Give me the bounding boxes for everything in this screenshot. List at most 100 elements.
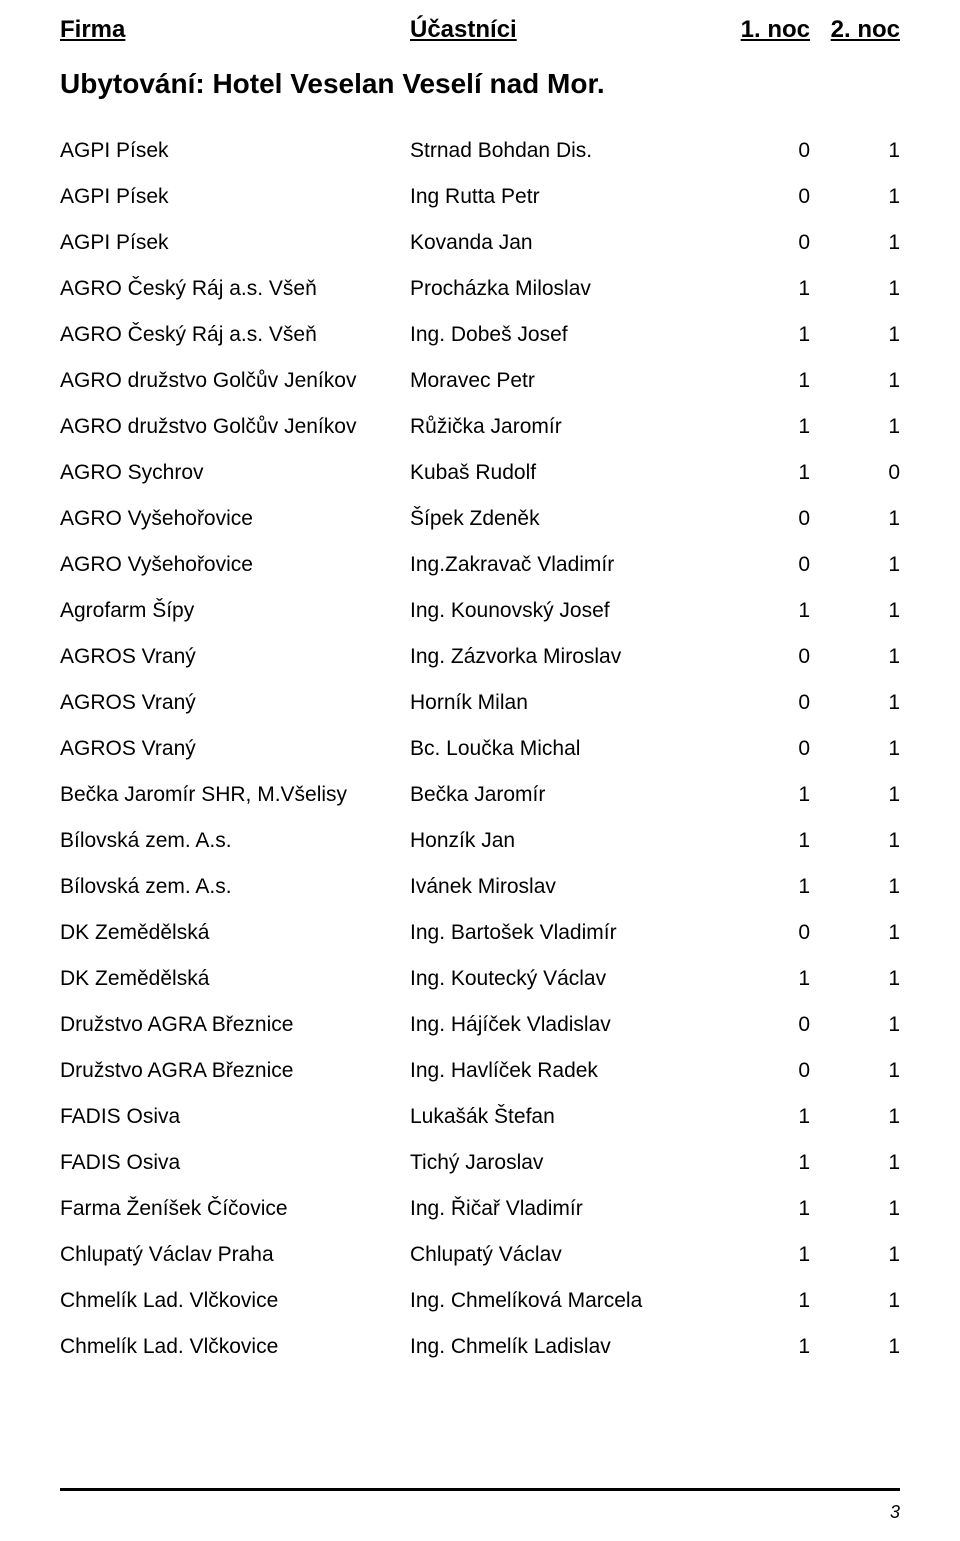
cell-noc1: 1 <box>720 461 810 485</box>
table-row: AGPI PísekStrnad Bohdan Dis.01 <box>60 128 900 174</box>
cell-noc1: 1 <box>720 967 810 991</box>
cell-noc1: 1 <box>720 829 810 853</box>
cell-firma: AGRO Sychrov <box>60 461 410 485</box>
cell-noc2: 1 <box>810 1335 900 1359</box>
cell-ucastnik: Tichý Jaroslav <box>410 1151 720 1175</box>
table-row: AGRO Český Ráj a.s. VšeňProcházka Milosl… <box>60 266 900 312</box>
table-row: AGRO VyšehořoviceŠípek Zdeněk01 <box>60 496 900 542</box>
cell-firma: AGROS Vraný <box>60 737 410 761</box>
cell-noc1: 1 <box>720 875 810 899</box>
cell-noc2: 0 <box>810 461 900 485</box>
cell-firma: Chmelík Lad. Vlčkovice <box>60 1289 410 1313</box>
cell-noc2: 1 <box>810 323 900 347</box>
table-row: AGRO SychrovKubaš Rudolf10 <box>60 450 900 496</box>
cell-noc2: 1 <box>810 829 900 853</box>
cell-noc2: 1 <box>810 507 900 531</box>
cell-ucastnik: Bečka Jaromír <box>410 783 720 807</box>
cell-noc2: 1 <box>810 139 900 163</box>
cell-firma: AGRO družstvo Golčův Jeníkov <box>60 415 410 439</box>
cell-noc1: 0 <box>720 185 810 209</box>
cell-noc2: 1 <box>810 1151 900 1175</box>
cell-ucastnik: Ing. Chmelík Ladislav <box>410 1335 720 1359</box>
cell-noc2: 1 <box>810 875 900 899</box>
table-row: Agrofarm ŠípyIng. Kounovský Josef11 <box>60 588 900 634</box>
cell-noc2: 1 <box>810 967 900 991</box>
cell-ucastnik: Lukašák Štefan <box>410 1105 720 1129</box>
cell-firma: Bílovská zem. A.s. <box>60 829 410 853</box>
cell-firma: AGRO družstvo Golčův Jeníkov <box>60 369 410 393</box>
cell-firma: DK Zemědělská <box>60 921 410 945</box>
cell-ucastnik: Strnad Bohdan Dis. <box>410 139 720 163</box>
cell-firma: Družstvo AGRA Březnice <box>60 1013 410 1037</box>
cell-firma: AGPI Písek <box>60 139 410 163</box>
cell-ucastnik: Kubaš Rudolf <box>410 461 720 485</box>
cell-ucastnik: Kovanda Jan <box>410 231 720 255</box>
cell-firma: Chlupatý Václav Praha <box>60 1243 410 1267</box>
cell-firma: AGROS Vraný <box>60 691 410 715</box>
table-row: DK ZemědělskáIng. Koutecký Václav11 <box>60 956 900 1002</box>
cell-noc1: 1 <box>720 323 810 347</box>
cell-ucastnik: Ing. Zázvorka Miroslav <box>410 645 720 669</box>
cell-firma: Chmelík Lad. Vlčkovice <box>60 1335 410 1359</box>
cell-firma: Bečka Jaromír SHR, M.Všelisy <box>60 783 410 807</box>
table-row: AGPI PísekIng Rutta Petr01 <box>60 174 900 220</box>
table-row: Chlupatý Václav PrahaChlupatý Václav11 <box>60 1232 900 1278</box>
cell-noc2: 1 <box>810 921 900 945</box>
table-row: DK ZemědělskáIng. Bartošek Vladimír01 <box>60 910 900 956</box>
page-number: 3 <box>890 1502 900 1523</box>
cell-noc1: 1 <box>720 1335 810 1359</box>
table-row: Bečka Jaromír SHR, M.VšelisyBečka Jaromí… <box>60 772 900 818</box>
cell-ucastnik: Šípek Zdeněk <box>410 507 720 531</box>
cell-noc2: 1 <box>810 553 900 577</box>
cell-ucastnik: Ing. Kounovský Josef <box>410 599 720 623</box>
cell-firma: Farma Ženíšek Číčovice <box>60 1197 410 1221</box>
cell-ucastnik: Ing Rutta Petr <box>410 185 720 209</box>
header-ucastnici: Účastníci <box>410 16 720 44</box>
cell-noc2: 1 <box>810 1013 900 1037</box>
cell-ucastnik: Růžička Jaromír <box>410 415 720 439</box>
cell-noc2: 1 <box>810 1059 900 1083</box>
table-row: AGROS VranýIng. Zázvorka Miroslav01 <box>60 634 900 680</box>
table-row: Farma Ženíšek ČíčoviceIng. Řičař Vladimí… <box>60 1186 900 1232</box>
cell-firma: DK Zemědělská <box>60 967 410 991</box>
cell-ucastnik: Ing. Havlíček Radek <box>410 1059 720 1083</box>
cell-firma: AGROS Vraný <box>60 645 410 669</box>
table-row: FADIS OsivaLukašák Štefan11 <box>60 1094 900 1140</box>
cell-firma: FADIS Osiva <box>60 1151 410 1175</box>
cell-noc2: 1 <box>810 369 900 393</box>
table-body: AGPI PísekStrnad Bohdan Dis.01AGPI Písek… <box>60 128 900 1370</box>
cell-noc2: 1 <box>810 691 900 715</box>
cell-noc2: 1 <box>810 599 900 623</box>
cell-noc2: 1 <box>810 1197 900 1221</box>
header-firma: Firma <box>60 16 410 44</box>
section-subtitle: Ubytování: Hotel Veselan Veselí nad Mor. <box>60 68 900 100</box>
table-row: AGRO družstvo Golčův JeníkovRůžička Jaro… <box>60 404 900 450</box>
cell-noc1: 0 <box>720 645 810 669</box>
cell-ucastnik: Ing.Zakravač Vladimír <box>410 553 720 577</box>
cell-firma: AGRO Český Ráj a.s. Všeň <box>60 323 410 347</box>
cell-ucastnik: Moravec Petr <box>410 369 720 393</box>
cell-noc2: 1 <box>810 645 900 669</box>
header-noc2: 2. noc <box>810 16 900 44</box>
table-row: Družstvo AGRA BřezniceIng. Havlíček Rade… <box>60 1048 900 1094</box>
table-row: Bílovská zem. A.s.Honzík Jan11 <box>60 818 900 864</box>
cell-noc1: 0 <box>720 553 810 577</box>
cell-ucastnik: Bc. Loučka Michal <box>410 737 720 761</box>
table-header: Firma Účastníci 1. noc 2. noc <box>60 16 900 44</box>
cell-ucastnik: Honzík Jan <box>410 829 720 853</box>
cell-noc1: 1 <box>720 1105 810 1129</box>
table-row: Chmelík Lad. VlčkoviceIng. Chmelík Ladis… <box>60 1324 900 1370</box>
footer-rule <box>60 1488 900 1491</box>
cell-noc1: 0 <box>720 921 810 945</box>
cell-firma: AGRO Český Ráj a.s. Všeň <box>60 277 410 301</box>
cell-noc1: 0 <box>720 691 810 715</box>
table-row: AGROS VranýBc. Loučka Michal01 <box>60 726 900 772</box>
cell-ucastnik: Ing. Řičař Vladimír <box>410 1197 720 1221</box>
table-row: Bílovská zem. A.s.Ivánek Miroslav11 <box>60 864 900 910</box>
cell-noc1: 1 <box>720 369 810 393</box>
cell-noc2: 1 <box>810 783 900 807</box>
cell-noc1: 0 <box>720 507 810 531</box>
cell-noc1: 0 <box>720 1059 810 1083</box>
cell-firma: FADIS Osiva <box>60 1105 410 1129</box>
page: Firma Účastníci 1. noc 2. noc Ubytování:… <box>0 0 960 1541</box>
